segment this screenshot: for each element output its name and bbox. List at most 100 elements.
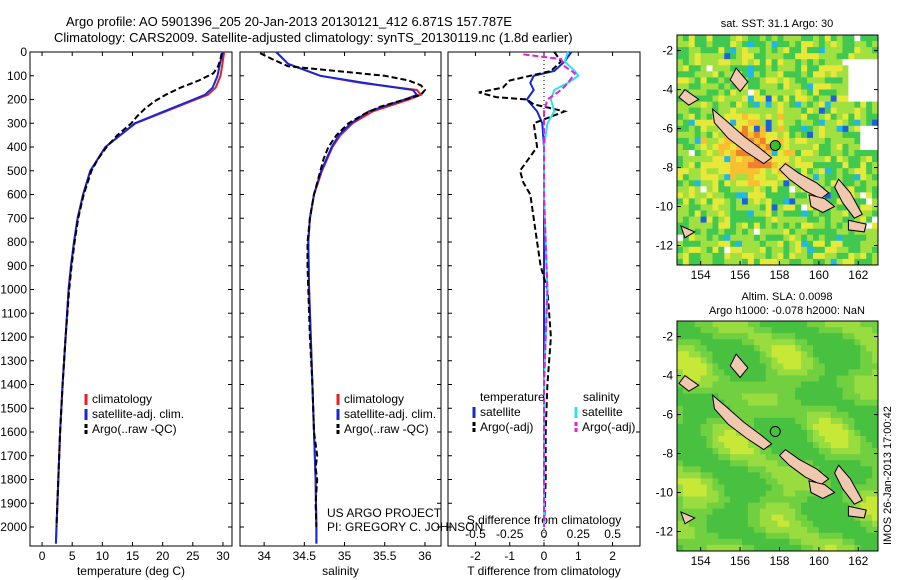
sla_map-cell (783, 405, 790, 413)
sla_map-cell (848, 399, 855, 407)
sst_map-cell (712, 53, 719, 60)
temperature-xtick-label: 0 (39, 549, 46, 563)
sla_map-cell (807, 321, 814, 328)
sla_map-cell (848, 351, 855, 358)
sst_map-cell (818, 228, 826, 236)
sst_map-cell (830, 234, 837, 242)
sla_map-cell (724, 538, 731, 546)
sla_map-cell (813, 496, 820, 503)
sst_map-cell (795, 41, 802, 48)
sla_map-cell (759, 417, 767, 425)
sla_map-cell (783, 532, 790, 540)
sla_map-cell (807, 411, 814, 419)
sst_map-cell (807, 101, 814, 109)
sst_map-cell (682, 234, 690, 242)
sst_map-cell (854, 234, 861, 242)
sla_map-cell (718, 429, 725, 437)
sla_map-cell (836, 387, 843, 395)
sst_map-cell (854, 192, 861, 199)
sst_map-cell (682, 53, 690, 60)
temperature-xtick-label: 10 (96, 549, 110, 563)
sst_map-cell (813, 156, 820, 163)
sla_map-cell (771, 405, 778, 413)
sst_map-cell (842, 174, 849, 181)
sst_map-cell (795, 71, 802, 78)
sst_map-cell (860, 156, 867, 163)
sla_map-cell (706, 514, 713, 522)
sst_map-cell (801, 89, 808, 96)
sla_map-cell (789, 514, 796, 522)
sst_map-frame (676, 34, 879, 266)
sla_map-cell (724, 520, 731, 528)
sla_map-cell (712, 321, 719, 328)
sla_map-cell (872, 351, 879, 358)
sst_map-cell (807, 168, 814, 175)
sst_map-cell (848, 35, 855, 42)
sla_map-cell (801, 417, 808, 425)
sst_map-cell (830, 59, 837, 66)
sla_map-cell (724, 454, 731, 461)
sst_map-cell (830, 246, 837, 254)
sla_map-cell (747, 387, 755, 395)
sla_map-cell (771, 375, 778, 382)
sla_map-cell (807, 532, 814, 540)
sla_map-cell (866, 526, 873, 534)
sla_map-cell (860, 496, 867, 503)
sla_map-cell (848, 393, 855, 401)
sst_map-cell (677, 107, 684, 115)
sla_map-cell (842, 490, 849, 497)
sst_map-cell (824, 95, 832, 102)
sst_map-cell (824, 186, 832, 193)
sla_map-cell (866, 478, 873, 485)
sst_map-cell (795, 119, 802, 127)
sst_map-cell (747, 186, 755, 193)
sla_map-cell (759, 333, 767, 340)
sla_map-cell (730, 436, 737, 443)
sla_map-cell (759, 484, 767, 491)
sst_map-cell (824, 35, 832, 42)
sst_map-cell (718, 210, 725, 217)
sst_map-cell (736, 234, 743, 242)
sla_map-cell (789, 363, 796, 370)
sla_map-cell (688, 357, 696, 364)
sst_map-cell (801, 222, 808, 230)
sla_map-cell (700, 345, 707, 352)
sst_map-cell (771, 192, 778, 199)
sla_map-cell (848, 423, 855, 431)
sla_map-cell (836, 496, 843, 503)
sst_map-cell (830, 198, 837, 205)
sla_map-cell (836, 520, 843, 528)
sla_map-cell (677, 363, 684, 370)
sla_map-cell (866, 514, 873, 522)
sst_map-cell (694, 258, 701, 266)
sst_map-cell (677, 204, 684, 211)
sla_map-cell (759, 387, 767, 395)
sla_map-cell (818, 544, 826, 552)
sst_map-cell (842, 228, 849, 236)
sla_map-cell (700, 405, 707, 413)
sla_map-cell (777, 484, 784, 491)
sla_map-cell (842, 351, 849, 358)
sst_map-cell (813, 125, 820, 133)
sla_map-cell (824, 345, 832, 352)
sla_map-cell (765, 357, 772, 364)
sst_map-cell (753, 65, 761, 72)
sla_map-cell (718, 393, 725, 401)
sla_map-cell (848, 369, 855, 376)
sst_map-cell (860, 150, 867, 157)
sst_map-cell (801, 119, 808, 127)
sst_map-cell (677, 65, 684, 72)
sst_map-cell (836, 162, 843, 169)
sla_map-cell (807, 375, 814, 382)
sla_map-cell (682, 508, 690, 516)
sst_map-cell (789, 198, 796, 205)
sla_map-cell (824, 351, 832, 358)
sla_map-cell (765, 496, 772, 503)
sst_map-cell (824, 150, 832, 157)
sst_map-cell (848, 53, 855, 60)
sla_map-cell (712, 544, 719, 552)
sla_map-cell (765, 393, 772, 401)
sla_map-cell (765, 423, 772, 431)
sst_map-cell (742, 186, 749, 193)
sst_map-cell (724, 83, 731, 90)
